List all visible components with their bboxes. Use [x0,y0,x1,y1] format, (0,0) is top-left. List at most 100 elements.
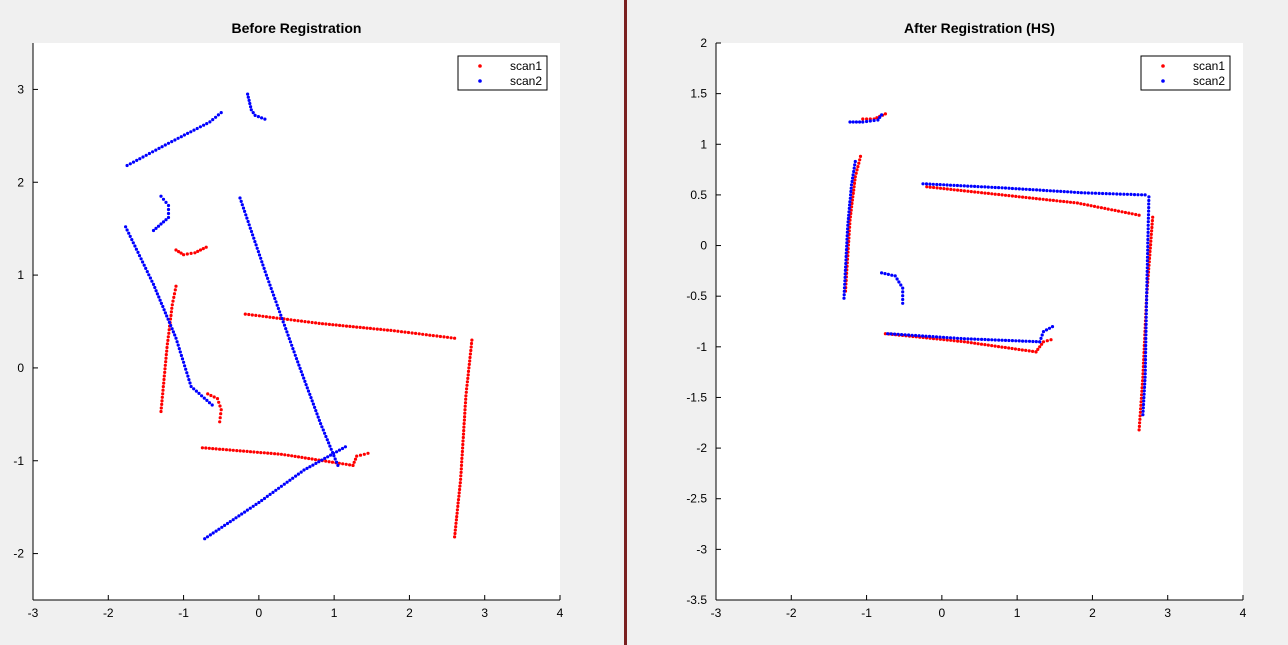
scan1-point [1017,347,1021,352]
x-tick-label: 4 [557,606,564,620]
scan2-point [1122,192,1126,196]
scan2-point [880,113,884,117]
scan1-point [169,310,173,314]
scan2-point [161,220,166,224]
scan1-point [468,352,472,356]
scan1-point [211,447,215,451]
scan1-point [932,185,936,190]
scan2-point [195,126,199,131]
scan2-point [130,238,134,242]
scan1-point [1150,222,1154,226]
scan2-point [187,378,191,382]
scan2-point [1017,339,1021,343]
scan2-point [332,451,336,456]
scan2-point [959,336,963,341]
scan1-point [457,491,461,495]
scan2-point [959,184,963,188]
scan2-point [151,150,155,154]
scan1-point [428,333,432,337]
scan1-point [979,342,984,346]
scan2-point [161,304,165,309]
scan1-point [167,328,171,332]
scan2-point [842,293,846,297]
scan1-point [986,191,991,195]
y-tick-label: 1 [700,137,707,151]
scan1-point [218,416,222,420]
scan2-point [219,111,223,115]
scan1-point [1140,382,1144,386]
scan2-point [275,303,279,307]
scan1-point [1003,193,1008,197]
scan1-point [338,323,342,327]
scan2-point [323,431,327,435]
scan2-point [321,428,325,432]
scan1-point [165,345,169,350]
before-registration-plot: Before Registration -3 -2 -1 0 1 2 3 4-2-10123 … [13,20,563,620]
scan1-point [163,363,167,367]
scan1-point [410,331,414,335]
scan2-point [205,398,209,402]
scan1-point [1000,345,1004,349]
scan2-point [1144,343,1148,348]
scan2-point [156,224,161,228]
scan1-point [1139,407,1143,411]
scan1-point [252,450,256,454]
scan1-point [358,453,363,457]
scan1-point [172,295,176,299]
scan2-point [208,120,212,124]
legend-label: scan2 [510,74,542,88]
y-tick-label: -0.5 [686,289,707,303]
scan1-point [449,336,453,340]
x-tick-label: 0 [256,606,263,620]
scan2-point [845,237,849,241]
scan1-point [271,316,275,320]
scan2-point [983,337,987,342]
scan1-point [235,449,239,453]
scan2-point [858,120,862,124]
scan1-point [182,253,186,257]
scan2-point [1017,187,1021,191]
scan2-point [125,163,129,168]
scan2-point [979,185,984,189]
panel-divider [624,0,627,645]
scan1-point [469,348,473,353]
scan2-point [1044,328,1049,332]
scan1-point [341,462,345,466]
scan2-point [164,200,168,204]
scan1-point [362,326,366,330]
data-points [124,92,474,541]
scan1-point [1049,338,1053,342]
scan1-point [1151,215,1155,219]
scan1-point [1127,211,1131,215]
scan2-point [262,266,266,270]
scan1-point [161,385,165,389]
scan1-point [1120,210,1124,214]
scan2-point [1144,326,1148,330]
scan2-point [1027,339,1032,343]
scan2-point [163,311,167,315]
scan1-point [1141,372,1145,376]
scan1-point [324,322,328,326]
scan2-point [245,508,249,512]
scan1-point [231,448,235,452]
scan2-point [1129,192,1133,196]
y-tick-label: -2 [696,441,707,455]
scan2-point [297,363,301,367]
scan2-point [1145,283,1149,288]
scan1-point [273,452,277,456]
scan1-point [275,316,279,320]
scan2-point [162,308,166,312]
scan1-point [925,185,929,189]
scan1-point [467,362,471,366]
legend-label: scan2 [1193,74,1225,88]
scan2-point [343,445,347,449]
scan2-point [973,337,977,341]
scan2-point [281,320,285,324]
scan2-point [164,218,168,222]
scan1-point [348,463,352,467]
scan2-point [302,376,306,380]
scan2-point [938,183,942,187]
scan1-point [469,341,474,346]
scan1-point [1013,347,1018,351]
scan2-point [237,514,241,518]
